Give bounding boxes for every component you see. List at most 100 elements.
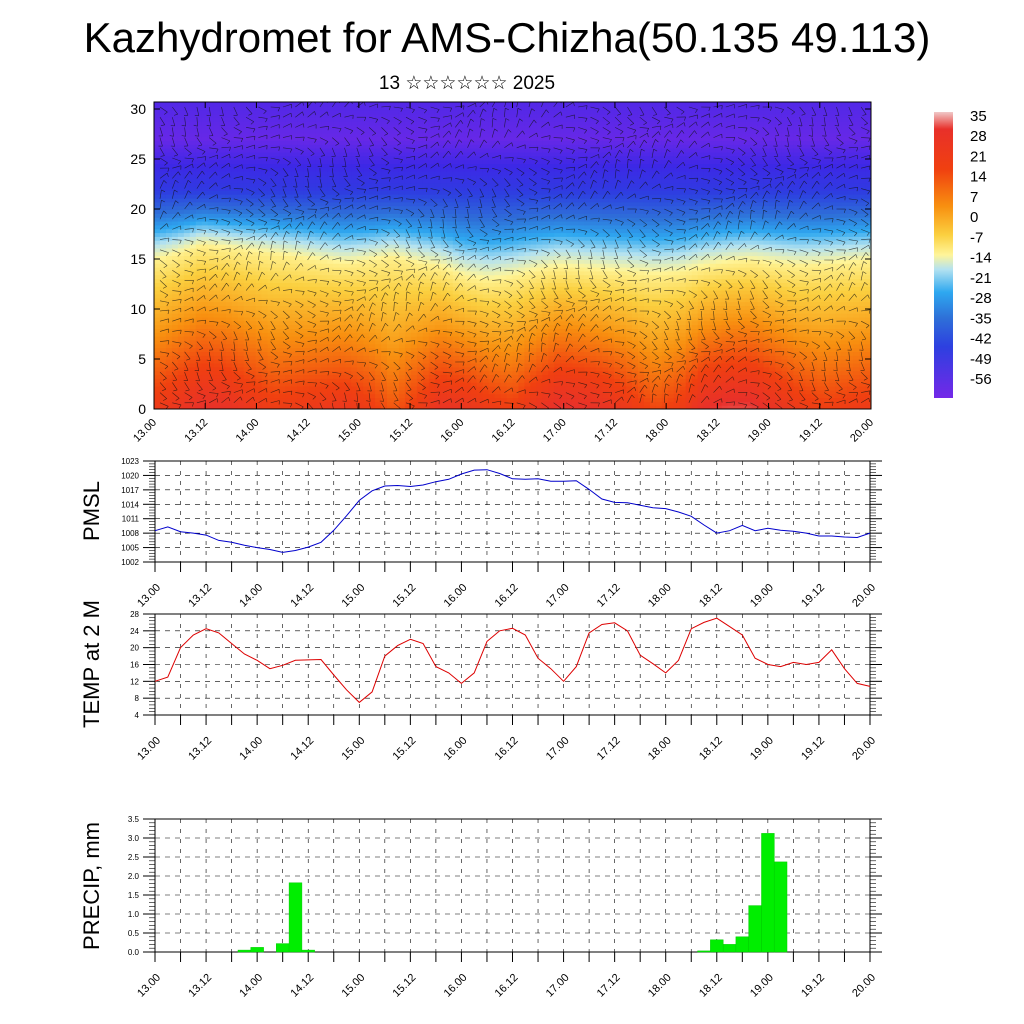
y-tick-label: 1008 xyxy=(121,529,139,538)
x-tick-label: 13.12 xyxy=(186,735,214,763)
x-tick-label: 14.00 xyxy=(237,735,265,763)
x-tick-label: 19.12 xyxy=(799,582,827,610)
x-tick-label: 15.00 xyxy=(339,582,367,610)
y-tick-label: 1014 xyxy=(121,500,139,509)
colorbar-label: 21 xyxy=(970,148,987,165)
precip-bar xyxy=(748,905,762,953)
colorbar-label: -28 xyxy=(970,290,992,307)
precip-bar xyxy=(276,943,290,953)
y-tick-label: 1.5 xyxy=(128,891,140,900)
precip-bar xyxy=(722,944,737,953)
y-tick-label: 5 xyxy=(138,351,146,367)
x-tick-label: 16.12 xyxy=(490,417,518,445)
x-tick-label: 19.00 xyxy=(746,417,774,445)
y-tick-label: 1.0 xyxy=(128,910,140,919)
colorbar-label: 7 xyxy=(970,189,978,206)
x-tick-label: 14.00 xyxy=(237,972,265,1000)
y-tick-label: 1002 xyxy=(121,558,139,567)
colorbar-label: -7 xyxy=(970,229,983,246)
y-tick-label: 3.5 xyxy=(128,815,140,824)
y-tick-label: 10 xyxy=(130,301,146,317)
x-tick-label: 20.00 xyxy=(850,735,878,763)
x-tick-label: 13.12 xyxy=(186,972,214,1000)
x-tick-label: 17.12 xyxy=(592,417,620,445)
y-tick-label: 12 xyxy=(130,677,139,686)
x-tick-label: 16.00 xyxy=(442,735,470,763)
x-tick-label: 19.00 xyxy=(748,735,776,763)
y-axis-label: PRECIP, mm xyxy=(79,822,104,950)
x-tick-label: 18.00 xyxy=(646,735,674,763)
x-tick-label: 15.12 xyxy=(391,735,419,763)
colorbar-label: 28 xyxy=(970,128,987,145)
x-tick-label: 18.12 xyxy=(697,972,725,1000)
x-tick-label: 17.12 xyxy=(595,972,623,1000)
precip-bar xyxy=(697,950,711,953)
x-tick-label: 16.12 xyxy=(493,972,521,1000)
y-axis-label: PMSL xyxy=(79,481,104,541)
chart-title: Kazhydromet for AMS-Chizha(50.135 49.113… xyxy=(83,14,931,61)
colorbar-label: -14 xyxy=(970,250,992,267)
y-tick-label: 3.0 xyxy=(128,834,140,843)
y-tick-label: 0.5 xyxy=(128,929,140,938)
x-tick-label: 18.12 xyxy=(697,582,725,610)
x-tick-label: 13.12 xyxy=(186,582,214,610)
y-tick-label: 1011 xyxy=(122,515,140,524)
temp-panel: 4 8 12 16 20 24 28 13.00 13.12 14.00 14.12 15.00 15.… xyxy=(79,600,882,763)
x-tick-label: 17.12 xyxy=(595,735,623,763)
colorbar-label: -42 xyxy=(970,331,992,348)
precip-bar xyxy=(773,861,788,953)
colorbar-label: 14 xyxy=(970,169,987,186)
precip-bar xyxy=(288,882,303,953)
x-tick-label: 19.12 xyxy=(799,972,827,1000)
x-tick-label: 13.12 xyxy=(182,417,210,445)
colorbar-label: 35 xyxy=(970,108,987,125)
x-tick-label: 15.00 xyxy=(336,417,364,445)
x-tick-label: 16.00 xyxy=(442,972,470,1000)
y-tick-label: 0.0 xyxy=(128,948,140,957)
precip-bar xyxy=(735,936,749,953)
x-tick-label: 15.12 xyxy=(391,972,419,1000)
x-tick-label: 17.12 xyxy=(595,582,623,610)
x-tick-label: 18.00 xyxy=(646,972,674,1000)
y-tick-label: 0 xyxy=(138,401,146,417)
y-tick-label: 1023 xyxy=(121,457,139,466)
x-tick-label: 18.00 xyxy=(643,417,671,445)
precip-bar xyxy=(301,949,315,953)
temperature-field xyxy=(154,102,871,409)
x-tick-label: 20.00 xyxy=(848,417,876,445)
precip-bar xyxy=(761,833,775,953)
x-tick-label: 14.12 xyxy=(288,735,316,763)
chart-subtitle: 13 ☆☆☆☆☆☆ 2025 xyxy=(378,73,556,94)
y-tick-label: 28 xyxy=(130,610,139,619)
x-tick-label: 15.00 xyxy=(339,972,367,1000)
x-tick-label: 19.00 xyxy=(748,582,776,610)
temp-series-line xyxy=(154,617,871,704)
x-tick-label: 14.12 xyxy=(288,582,316,610)
x-tick-label: 19.00 xyxy=(748,972,776,1000)
pmsl-panel: 1002 1005 1008 1011 1014 1017 1020 1023 13.00 13.… xyxy=(79,457,882,610)
y-tick-label: 4 xyxy=(135,711,140,720)
x-tick-label: 15.00 xyxy=(339,735,367,763)
colorbar-label: -21 xyxy=(970,270,992,287)
precip-bar xyxy=(250,947,264,953)
x-tick-label: 16.12 xyxy=(493,582,521,610)
x-tick-label: 16.00 xyxy=(438,417,466,445)
x-tick-label: 13.00 xyxy=(135,582,163,610)
x-tick-label: 17.00 xyxy=(544,972,572,1000)
x-tick-label: 13.00 xyxy=(135,972,163,1000)
colorbar-label: -56 xyxy=(970,371,992,388)
colorbar: 35 28 21 14 7 0 -7 -14 -21 -28 -35 -42 -49 -56 xyxy=(934,108,992,398)
y-tick-label: 25 xyxy=(130,151,146,167)
x-tick-label: 18.12 xyxy=(695,417,723,445)
wind-barbs xyxy=(158,102,871,409)
colorbar-ramp xyxy=(934,112,953,398)
x-tick-label: 20.00 xyxy=(850,582,878,610)
colorbar-label: -49 xyxy=(970,351,992,368)
x-tick-label: 14.00 xyxy=(237,582,265,610)
x-tick-label: 17.00 xyxy=(544,582,572,610)
x-tick-label: 14.12 xyxy=(285,417,313,445)
y-tick-label: 1005 xyxy=(121,544,139,553)
pmsl-series-line xyxy=(154,469,871,553)
x-tick-label: 18.12 xyxy=(697,735,725,763)
colorbar-label: -35 xyxy=(970,310,992,327)
